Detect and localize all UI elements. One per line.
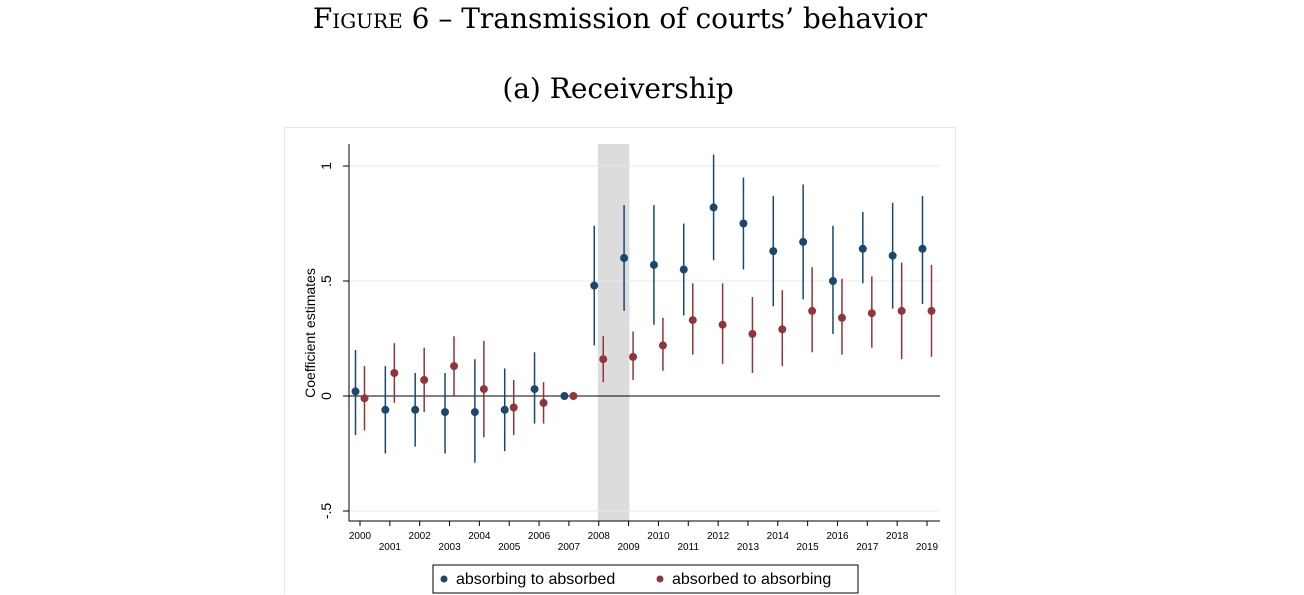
point-marker [897, 306, 906, 315]
point-marker [748, 329, 757, 338]
point-marker [351, 387, 360, 396]
point-marker [590, 281, 599, 290]
point-marker [420, 375, 429, 384]
point-marker [411, 405, 420, 414]
point-marker [658, 341, 667, 350]
x-tick-label: 2007 [558, 542, 581, 553]
shaded-period [597, 144, 630, 521]
chart-panel: -.5 0 .5 1 Coefficient estimates 2000 2001 2002… [284, 127, 956, 594]
x-tick-label: 2005 [498, 542, 521, 553]
y-tick-label: -.5 [318, 503, 334, 520]
legend-box [432, 564, 859, 594]
point-marker [769, 247, 778, 256]
point-marker [867, 309, 876, 318]
point-marker [470, 408, 479, 417]
x-tick-label: 2018 [886, 531, 909, 542]
point-marker [778, 325, 787, 334]
point-marker [858, 244, 867, 253]
legend-marker [440, 575, 448, 583]
point-marker [649, 260, 658, 269]
legend-marker [656, 575, 664, 583]
point-marker [560, 392, 569, 400]
point-marker [828, 277, 837, 285]
legend-label: absorbing to absorbed [456, 571, 615, 588]
point-marker [450, 362, 459, 371]
point-marker [679, 265, 688, 274]
legend-label: absorbed to absorbing [672, 571, 831, 588]
point-marker [390, 369, 399, 377]
x-tick-label: 2004 [468, 531, 491, 542]
y-tick-label: .5 [318, 275, 334, 287]
point-marker [509, 403, 518, 412]
point-marker [837, 313, 846, 322]
x-tick-label: 2019 [916, 542, 939, 553]
x-tick-label: 2016 [826, 531, 849, 542]
x-tick-label: 2017 [856, 542, 879, 553]
x-tick-label: 2012 [707, 531, 730, 542]
point-marker [360, 394, 369, 403]
point-marker [479, 385, 488, 394]
x-tick-label: 2011 [678, 542, 700, 553]
x-tick-label: 2014 [767, 531, 790, 542]
x-tick-label: 2010 [647, 531, 670, 542]
figure-title: Figure 6 – Transmission of courts’ behav… [0, 2, 1240, 35]
point-marker [808, 306, 817, 315]
panel-subtitle: (a) Receivership [502, 72, 734, 105]
point-marker [500, 405, 509, 414]
x-tick-label: 2006 [528, 531, 551, 542]
point-marker [381, 405, 390, 414]
point-marker [539, 398, 548, 407]
coefficient-chart: -.5 0 .5 1 Coefficient estimates 2000 2001 2002… [302, 144, 940, 594]
x-tick-label: 2002 [409, 531, 432, 542]
point-marker [918, 244, 927, 253]
point-marker [620, 254, 629, 262]
x-tick-label: 2015 [797, 542, 820, 553]
x-tick-label: 2008 [588, 531, 611, 542]
point-marker [629, 352, 638, 361]
point-marker [530, 385, 539, 394]
x-tick-label: 2009 [617, 542, 640, 553]
point-marker [599, 355, 608, 364]
point-marker [799, 237, 808, 246]
y-tick-label: 0 [318, 392, 334, 400]
point-marker [718, 320, 727, 329]
x-tick-label: 2000 [349, 531, 372, 542]
figure-number-title: 6 – Transmission of courts’ behavior [411, 2, 928, 35]
x-tick-label: 2001 [379, 542, 402, 553]
point-marker [709, 203, 718, 212]
point-marker [927, 306, 936, 315]
point-marker [688, 316, 697, 325]
figure-label: Figure [312, 2, 403, 35]
x-tick-label: 2003 [438, 542, 461, 553]
point-marker [569, 392, 578, 400]
y-axis-title: Coefficient estimates [302, 268, 318, 398]
point-marker [441, 408, 450, 417]
point-marker [888, 251, 897, 260]
point-marker [739, 219, 748, 228]
x-tick-label: 2013 [737, 542, 760, 553]
y-tick-label: 1 [318, 162, 334, 170]
